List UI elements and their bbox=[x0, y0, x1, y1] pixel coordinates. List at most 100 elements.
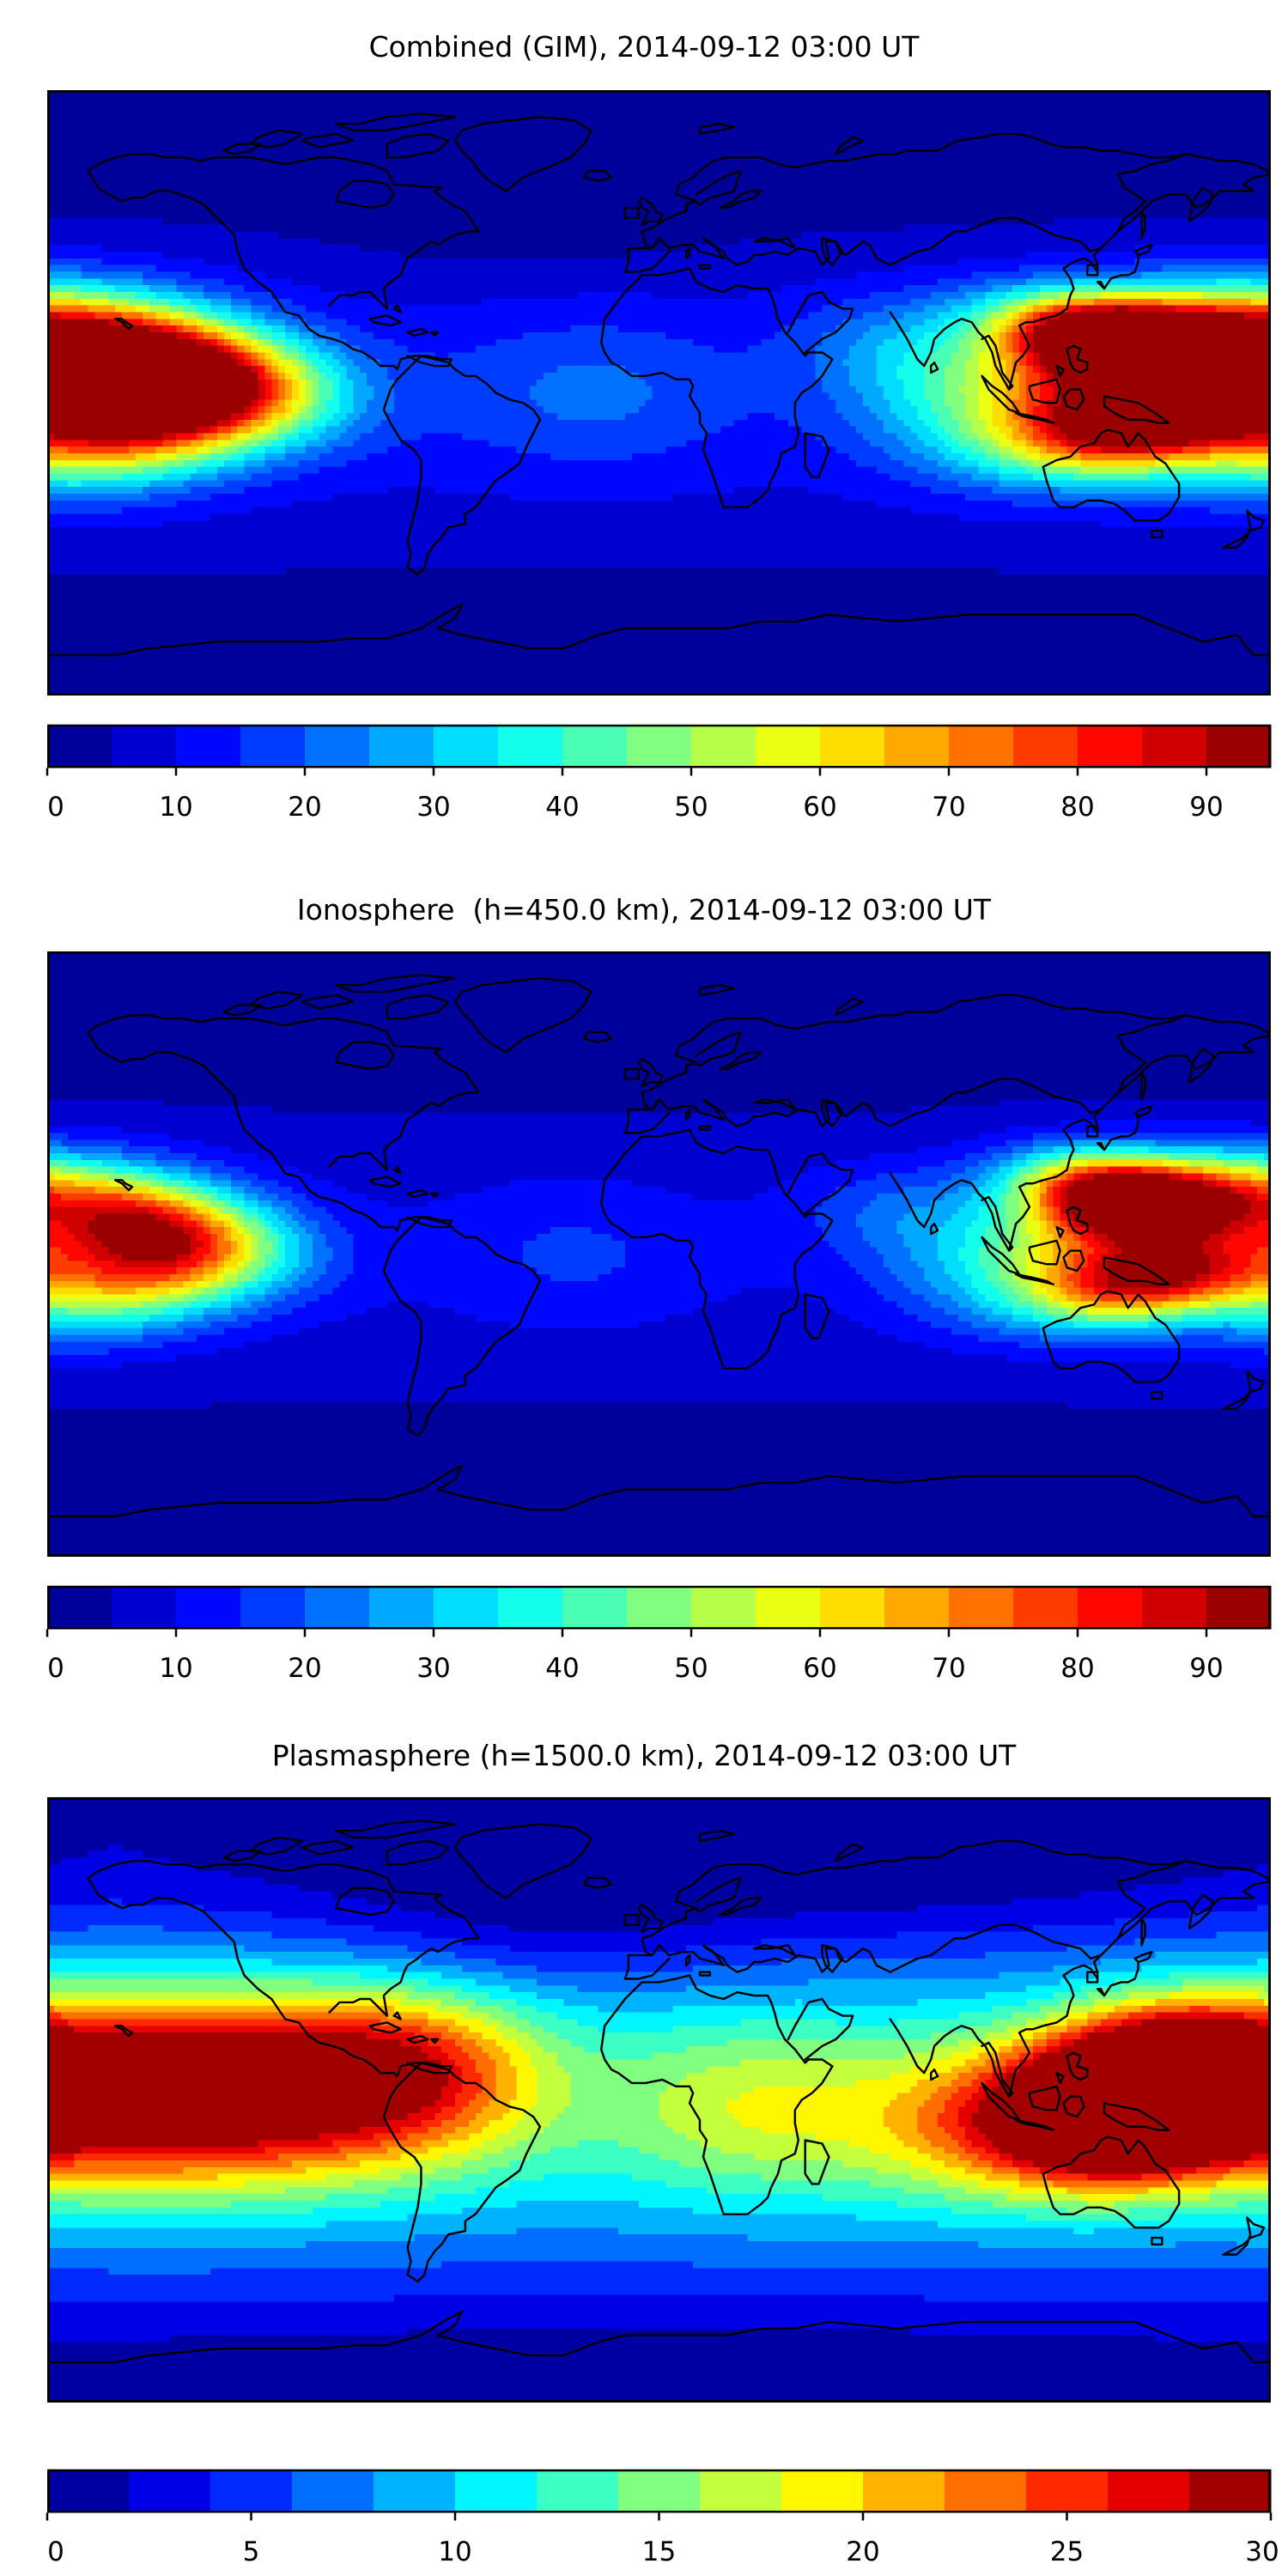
colorbar-band bbox=[47, 1585, 112, 1630]
colorbar-band bbox=[627, 1585, 692, 1630]
colorbar-band bbox=[47, 724, 112, 769]
colorbar-band bbox=[498, 1585, 563, 1630]
colorbar-band bbox=[537, 2469, 619, 2513]
coastlines-plasmasphere bbox=[47, 1820, 1271, 2364]
colorbar-band bbox=[820, 724, 885, 769]
colorbar-band bbox=[455, 2469, 538, 2513]
coastlines-ionosphere bbox=[47, 974, 1271, 1518]
coastline-path bbox=[47, 974, 1271, 1518]
panel-title-ionosphere: Ionosphere (h=450.0 km), 2014-09-12 03:0… bbox=[296, 893, 992, 927]
colorbar-tick-label: 0 bbox=[47, 792, 64, 823]
colorbar-svg-combined-gim bbox=[46, 724, 1272, 776]
coastline-path bbox=[47, 112, 1271, 657]
colorbar-tick-label: 40 bbox=[545, 792, 580, 823]
colorbar-svg-plasmasphere bbox=[46, 2469, 1273, 2521]
colorbar-band bbox=[1206, 1585, 1272, 1630]
contour-band bbox=[47, 264, 1271, 501]
panel-ionosphere: Ionosphere (h=450.0 km), 2014-09-12 03:0… bbox=[0, 876, 1288, 1735]
colorbar-band bbox=[498, 724, 563, 769]
colorbar-tick-label: 5 bbox=[242, 2537, 260, 2567]
colorbar-band bbox=[47, 2469, 130, 2513]
colorbar-tick-label: 30 bbox=[1245, 2537, 1279, 2567]
contour-band bbox=[47, 1119, 1271, 1369]
colorbar-band bbox=[374, 2469, 456, 2513]
contour-band bbox=[47, 245, 1271, 528]
colorbar-tick-label: 25 bbox=[1049, 2537, 1084, 2567]
colorbar-tick-label: 70 bbox=[932, 1653, 966, 1684]
colorbar-plasmasphere bbox=[46, 2469, 1273, 2522]
colorbar-band bbox=[240, 724, 306, 769]
contour-band bbox=[88, 1173, 1251, 1288]
contour-band bbox=[47, 298, 1251, 460]
colorbar-band bbox=[434, 724, 499, 769]
contour-band bbox=[47, 1844, 1271, 2342]
colorbar-band bbox=[562, 1585, 628, 1630]
colorbar-tick-label: 10 bbox=[159, 1653, 193, 1684]
map-svg-combined-gim bbox=[47, 90, 1271, 696]
colorbar-tick-label: 90 bbox=[1189, 1653, 1224, 1684]
panel-title-plasmasphere: Plasmasphere (h=1500.0 km), 2014-09-12 0… bbox=[271, 1739, 1017, 1772]
colorbar-band bbox=[292, 2469, 374, 2513]
colorbar-band bbox=[945, 2469, 1027, 2513]
colorbar-band bbox=[305, 1585, 370, 1630]
colorbar-band bbox=[691, 1585, 756, 1630]
contour-band bbox=[47, 258, 1271, 514]
colorbar-band bbox=[863, 2469, 945, 2513]
colorbar-band bbox=[112, 724, 177, 769]
contour-band bbox=[47, 1971, 1271, 2221]
colorbar-band bbox=[210, 2469, 293, 2513]
colorbar-band bbox=[618, 2469, 701, 2513]
contour-band bbox=[47, 1146, 1271, 1328]
colorbar-band bbox=[884, 724, 950, 769]
colorbar-band bbox=[240, 1585, 306, 1630]
contour-band bbox=[47, 217, 1271, 575]
colorbar-tick-label: 20 bbox=[846, 2537, 880, 2567]
colorbar-ticklabels-combined-gim: 0 10 20 30 40 50 60 70 80 90 bbox=[47, 794, 1271, 829]
contour-band bbox=[47, 292, 1271, 474]
map-svg-plasmasphere bbox=[47, 1797, 1271, 2403]
contour-band bbox=[47, 1999, 1271, 2195]
colorbar-tick-label: 20 bbox=[288, 1653, 322, 1684]
colorbar-tick-label: 15 bbox=[641, 2537, 677, 2567]
colorbar-tick-label: 0 bbox=[47, 2537, 64, 2567]
colorbar-border bbox=[47, 2469, 1271, 2513]
colorbar-band bbox=[884, 1585, 950, 1630]
colorbar-band bbox=[369, 724, 434, 769]
colorbar-band bbox=[1078, 724, 1143, 769]
colorbar-ticklabels-ionosphere: 0 10 20 30 40 50 60 70 80 90 bbox=[47, 1656, 1271, 1690]
contour-band bbox=[47, 292, 1271, 474]
map-combined-gim bbox=[47, 90, 1271, 696]
colorbar-band bbox=[627, 724, 692, 769]
colorbar-tick-label: 60 bbox=[803, 792, 837, 823]
colorbar-band bbox=[691, 724, 756, 769]
colorbar-band bbox=[1206, 724, 1272, 769]
contour-band bbox=[47, 305, 1271, 453]
colorbar-band bbox=[129, 2469, 211, 2513]
contour-band bbox=[67, 305, 1271, 453]
colorbar-band bbox=[176, 724, 241, 769]
map-svg-ionosphere bbox=[47, 951, 1271, 1557]
contour-band bbox=[47, 2012, 1271, 2181]
contour-field-plasmasphere bbox=[47, 1797, 1271, 2403]
colorbar-tick-label: 80 bbox=[1060, 792, 1095, 823]
contour-band bbox=[67, 278, 1251, 488]
contour-band bbox=[47, 1139, 1271, 1335]
colorbar-tick-label: 50 bbox=[674, 1653, 708, 1684]
colorbar-ticklabels-plasmasphere: 0 5 10 15 20 25 30 bbox=[47, 2537, 1279, 2573]
colorbar-tick-label: 0 bbox=[47, 1653, 64, 1684]
colorbar-tick-label: 20 bbox=[288, 792, 322, 823]
contour-band bbox=[47, 1133, 1271, 1355]
colorbar-band bbox=[1013, 1585, 1078, 1630]
coastlines-combined-gim bbox=[47, 112, 1271, 657]
contour-band bbox=[47, 2005, 1271, 2188]
contour-band bbox=[47, 1159, 1271, 1309]
contour-field-ionosphere bbox=[47, 951, 1271, 1557]
colorbar-tick-label: 10 bbox=[438, 2537, 472, 2567]
colorbar-band bbox=[1026, 2469, 1109, 2513]
contour-band bbox=[47, 1159, 1271, 1315]
panel-plasmasphere: Plasmasphere (h=1500.0 km), 2014-09-12 0… bbox=[0, 1735, 1288, 2576]
colorbar-band bbox=[820, 1585, 885, 1630]
colorbar-band bbox=[1078, 1585, 1143, 1630]
colorbar-tick-label: 70 bbox=[932, 792, 966, 823]
contour-band bbox=[47, 1139, 1271, 1342]
